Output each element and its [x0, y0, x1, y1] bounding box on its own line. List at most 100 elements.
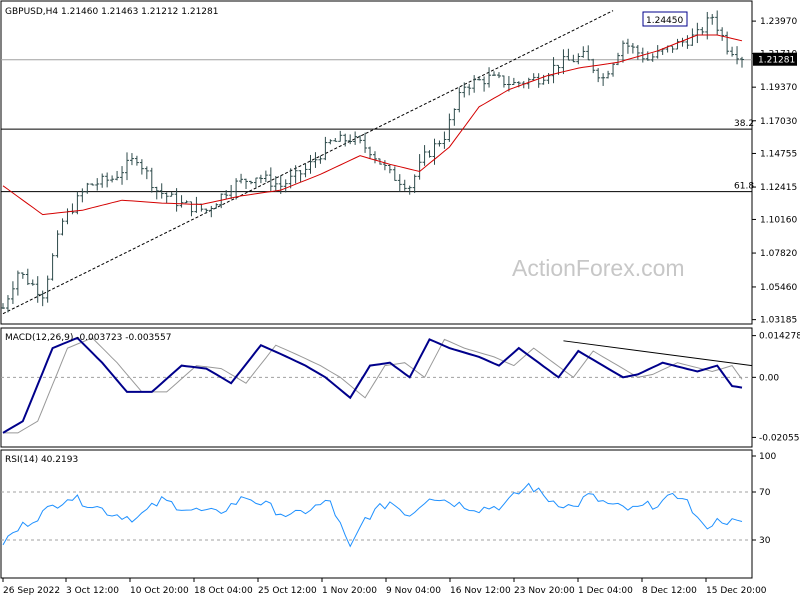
macd-main-line — [2, 336, 743, 434]
price-candle — [635, 44, 640, 60]
price-candle — [239, 173, 244, 184]
price-candle — [397, 174, 402, 192]
price-candle — [447, 113, 452, 142]
price-candle — [650, 53, 655, 62]
macd-signal-line — [3, 337, 743, 434]
price-candle — [596, 68, 601, 83]
price-candle — [258, 174, 263, 184]
price-candle — [80, 188, 85, 203]
price-candle — [65, 208, 70, 225]
price-tick-label: 1.07820 — [760, 249, 797, 259]
price-candle — [566, 48, 571, 61]
price-candle — [720, 27, 725, 41]
rsi-header: RSI(14) 40.2193 — [5, 455, 78, 465]
price-candle — [268, 167, 273, 192]
price-candle — [710, 14, 715, 25]
macd-tick-label: -0.020556 — [759, 433, 800, 443]
price-candle — [427, 150, 432, 158]
price-candle — [283, 179, 288, 193]
price-candle — [343, 133, 348, 147]
x-tick-label: 15 Dec 20:00 — [706, 586, 767, 596]
high-label-box — [642, 11, 688, 27]
price-candle — [581, 46, 586, 58]
price-candle — [487, 67, 492, 88]
price-candle — [472, 75, 477, 93]
price-tick-label: 1.23970 — [760, 17, 797, 27]
macd-divergence-line — [563, 340, 753, 367]
price-candle — [561, 49, 566, 75]
price-candle — [457, 87, 462, 113]
price-candle — [407, 185, 412, 195]
price-candle — [1, 303, 5, 310]
price-candle — [308, 154, 313, 174]
price-candle — [616, 52, 621, 66]
price-candle — [531, 73, 536, 81]
price-candle — [115, 170, 120, 181]
x-tick-label: 1 Dec 04:00 — [578, 586, 633, 596]
price-candle — [601, 73, 606, 86]
price-candle — [412, 174, 417, 194]
price-candle — [100, 173, 105, 188]
price-candle — [323, 136, 328, 161]
price-candle — [432, 138, 437, 165]
price-candle — [234, 178, 239, 200]
price-candle — [338, 130, 343, 142]
price-candle — [675, 38, 680, 50]
macd-panel-frame — [0, 327, 753, 448]
price-candle — [496, 72, 501, 79]
price-candle — [740, 56, 744, 68]
price-candle — [328, 139, 333, 145]
price-candle — [685, 35, 690, 49]
price-candle — [159, 183, 164, 199]
price-candle — [134, 155, 139, 166]
price-candle — [358, 135, 363, 144]
rsi-tick-label: 70 — [759, 488, 771, 498]
price-candle — [214, 203, 219, 209]
price-tick-label: 1.14755 — [760, 149, 797, 159]
price-candle — [467, 83, 472, 96]
price-candle — [368, 146, 373, 159]
price-candle — [253, 177, 258, 188]
price-candle — [124, 152, 129, 181]
price-tick-label: 1.10160 — [760, 215, 797, 225]
price-candle — [620, 40, 625, 63]
price-candle — [248, 180, 253, 185]
rsi-line — [2, 482, 743, 548]
price-candle — [184, 200, 189, 204]
x-tick-label: 16 Nov 12:00 — [450, 586, 511, 596]
price-candle — [50, 253, 55, 281]
price-candle — [551, 57, 556, 84]
price-candle — [5, 295, 10, 313]
price-candle — [715, 10, 720, 36]
x-tick-label: 9 Nov 04:00 — [386, 586, 441, 596]
price-candle — [20, 272, 25, 279]
price-candle — [670, 45, 675, 53]
x-tick-label: 3 Oct 12:00 — [66, 586, 119, 596]
price-candle — [586, 45, 591, 61]
price-candle — [452, 108, 457, 126]
price-candle — [194, 196, 199, 213]
price-candle — [571, 54, 576, 63]
price-candle — [730, 46, 735, 57]
price-candle — [477, 76, 482, 81]
price-candle — [318, 155, 323, 164]
price-candle — [149, 167, 154, 193]
price-candle — [288, 168, 293, 189]
rsi-layer: 100 70 30 — [1, 452, 776, 548]
fib-level-label: 38.2 — [734, 119, 754, 129]
price-candle — [382, 160, 387, 171]
x-tick-label: 23 Nov 20:00 — [514, 586, 575, 596]
price-candle — [164, 192, 169, 204]
price-candle — [735, 46, 740, 65]
price-candle — [293, 165, 298, 184]
watermark: ActionForex.com — [512, 255, 685, 281]
price-candle — [129, 153, 134, 166]
price-candle — [725, 31, 730, 55]
price-candle — [606, 70, 611, 79]
price-candle — [576, 53, 581, 65]
price-candle — [105, 172, 110, 188]
price-candle — [15, 270, 20, 296]
price-candle — [625, 38, 630, 54]
price-candle — [313, 152, 318, 168]
price-candle — [55, 230, 60, 258]
